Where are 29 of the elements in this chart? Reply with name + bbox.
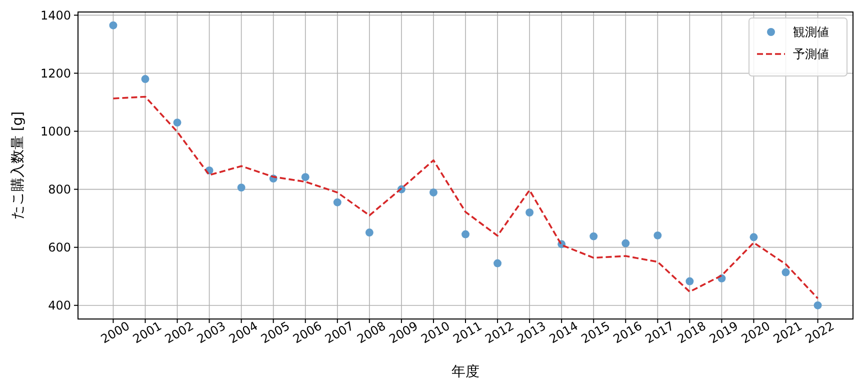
y-tick-label: 1200 [40,66,71,80]
point [622,239,630,248]
point [237,184,246,192]
point [590,232,598,240]
legend-label: 予測値 [793,47,829,62]
point [782,268,790,276]
y-axis-title: たこ購入数量 [g] [10,111,26,220]
line-series [112,96,819,300]
point [814,301,822,310]
legend-label: 観測値 [793,25,829,40]
point [750,233,758,242]
point [494,259,502,268]
y-tick-label: 1000 [40,124,71,138]
point [462,230,470,238]
y-tick-label: 600 [48,240,71,255]
point [526,208,534,216]
x-axis-title: 年度 [452,364,480,380]
point [141,75,150,84]
y-tick-label: 400 [48,298,71,313]
point [654,231,662,240]
point [173,118,182,127]
point [109,21,118,30]
point [301,173,310,182]
point [686,277,694,286]
y-tick-label: 1400 [40,8,71,22]
point [429,188,438,196]
y-tick-label: 800 [48,182,71,196]
point [365,228,374,237]
point [333,198,342,206]
